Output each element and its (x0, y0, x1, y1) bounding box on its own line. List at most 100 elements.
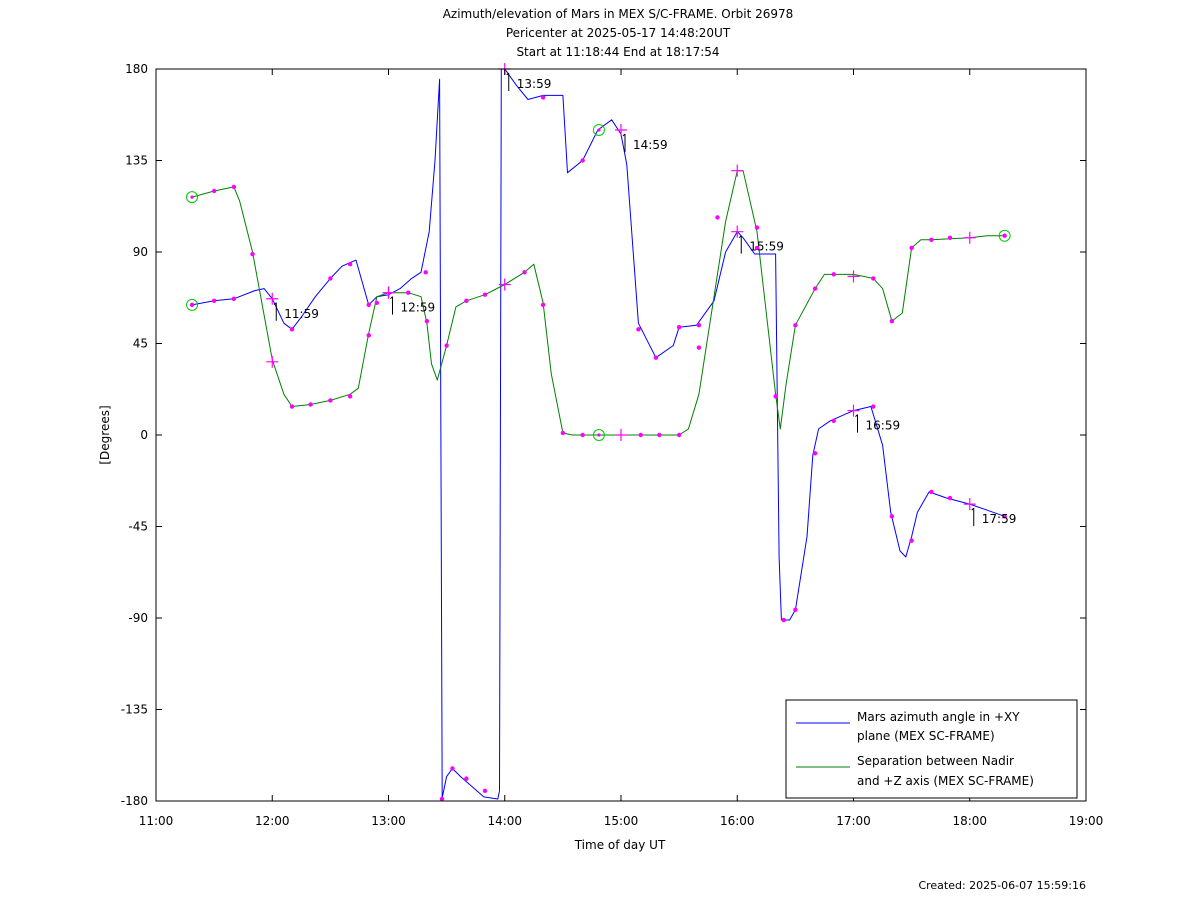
series-1-event-point (190, 195, 194, 199)
annotation-label: 12:59 (401, 301, 436, 315)
legend-label-separation-line2: and +Z axis (MEX SC-FRAME) (857, 774, 1034, 788)
series-1-point (947, 235, 953, 240)
series-1-event-point (597, 433, 601, 437)
series-0-point (676, 325, 682, 330)
series-1-point (374, 300, 380, 306)
series-1-point (289, 404, 295, 409)
series-1-hour-mark (847, 270, 860, 283)
series-1-point (424, 318, 430, 324)
chart-title-line2: Pericenter at 2025-05-17 14:48:20UT (506, 26, 731, 40)
series-0-point (366, 302, 371, 308)
series-0-point (696, 323, 702, 328)
annotation-tick-head (273, 302, 277, 306)
x-tick-label: 14:00 (487, 814, 522, 828)
series-0-point (289, 327, 295, 332)
series-0-point (871, 404, 876, 409)
y-tick-label: 180 (125, 62, 148, 76)
marker-layer (186, 63, 1011, 802)
series-line-1 (191, 170, 1005, 436)
x-tick-label: 12:00 (255, 814, 290, 828)
series-0-point (1002, 514, 1007, 519)
series-1-point (482, 292, 488, 297)
series-0-point (812, 451, 818, 456)
x-tick-label: 15:00 (604, 814, 639, 828)
series-0-point (653, 355, 659, 360)
series-1-point (657, 432, 662, 438)
series-1-point (211, 188, 217, 194)
series-1-point (638, 432, 643, 438)
x-tick-label: 19:00 (1069, 814, 1104, 828)
series-1-point (560, 430, 566, 436)
legend: Mars azimuth angle in +XY plane (MEX SC-… (785, 699, 1078, 799)
series-0-point (793, 607, 798, 613)
annotation-tick-head (390, 296, 393, 300)
annotation-tick-head (855, 414, 858, 417)
series-1-event-circle (998, 229, 1011, 242)
series-0-point (889, 514, 895, 519)
x-axis-label: Time of day UT (574, 838, 666, 852)
series-1-point (347, 394, 353, 399)
series-1-point (889, 318, 895, 324)
series-1-point (871, 276, 876, 281)
y-tick-label: 45 (133, 337, 148, 351)
series-0-point (347, 262, 353, 267)
y-tick-label: 135 (125, 154, 148, 168)
y-tick-label: -45 (128, 520, 148, 534)
series-0-point (909, 538, 914, 543)
series-1-hour-mark (615, 429, 627, 441)
series-0-point (831, 418, 836, 423)
x-tick-label: 11:00 (139, 814, 174, 828)
annotation-label: 16:59 (866, 419, 901, 433)
annotation-label: 15:59 (749, 240, 784, 254)
series-0-point (328, 276, 333, 281)
series-1-point (308, 402, 313, 407)
series-0-event-circle (186, 298, 199, 311)
annotation-label: 11:59 (284, 307, 319, 321)
series-0-point (211, 298, 217, 303)
chart-title-line3: Start at 11:18:44 End at 18:17:54 (516, 45, 719, 59)
series-0-hour-mark (963, 498, 976, 511)
series-0-event-circle (592, 124, 605, 136)
series-0-point (450, 766, 455, 771)
series-1-point (676, 432, 682, 438)
series-0-point (423, 270, 428, 275)
series-1-hour-mark (731, 164, 744, 177)
y-axis-label: [Degrees] (98, 405, 112, 464)
series-0-hour-mark (266, 292, 279, 305)
annotation-label: 13:59 (517, 77, 552, 91)
series-1-point (754, 225, 760, 230)
legend-label-azimuth-line1: Mars azimuth angle in +XY (857, 710, 1020, 724)
series-1-event-point (1003, 234, 1007, 238)
chart-title-line1: Azimuth/elevation of Mars in MEX S/C-FRA… (443, 7, 794, 21)
annotation-tick-head (738, 235, 742, 239)
series-0-point (947, 495, 953, 501)
legend-box (785, 699, 1078, 799)
series-1-point (328, 398, 333, 403)
series-1-point (715, 215, 720, 220)
series-0-hour-mark (847, 404, 860, 417)
series-0-point (781, 617, 786, 623)
y-tick-label: -180 (121, 794, 148, 808)
series-1-hour-mark (382, 286, 395, 299)
annotation-layer: 11:59 12:59 13:59 14:59 15:59 16:59 17:59 (273, 72, 1016, 527)
series-1-point (444, 343, 449, 348)
series-1-point (366, 333, 371, 338)
series-0-point (754, 245, 760, 251)
series-1-hour-mark (963, 231, 976, 244)
series-0-event-point (597, 128, 601, 132)
series-0-point (231, 296, 237, 301)
y-tick-label: 90 (133, 245, 148, 259)
series-1-point (812, 286, 818, 291)
series-1-point (793, 323, 798, 328)
series-0-event-point (190, 303, 194, 307)
series-0-point (580, 158, 585, 163)
series-0-point (929, 489, 934, 495)
series-1-point (929, 237, 934, 242)
series-0-point (636, 327, 641, 332)
y-tick-label: -90 (128, 611, 148, 625)
annotation-label: 14:59 (633, 138, 668, 152)
series-1-point (464, 298, 469, 303)
x-tick-label: 16:00 (720, 814, 755, 828)
series-0-point (464, 776, 469, 781)
